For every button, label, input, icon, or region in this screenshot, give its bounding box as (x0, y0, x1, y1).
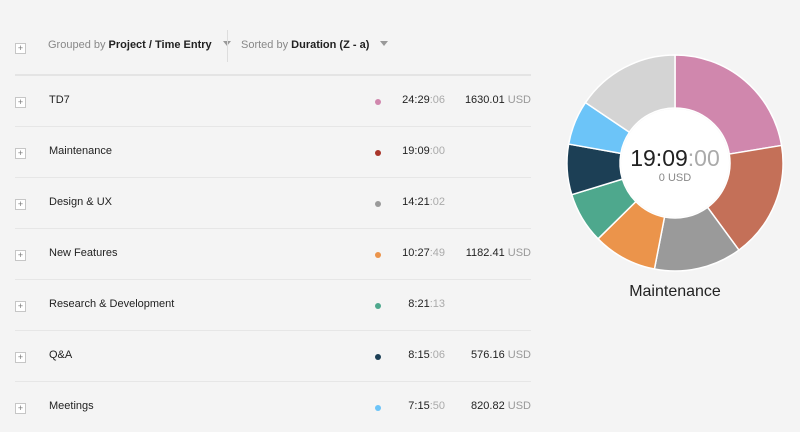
expand-row-button[interactable]: + (15, 148, 26, 159)
project-duration-main: 10:27 (402, 247, 430, 259)
chart-center-amount: 0 USD (658, 172, 692, 184)
project-duration-main: 8:21 (408, 298, 430, 310)
expand-row-button[interactable]: + (15, 250, 26, 261)
project-row[interactable]: + Q&A 8:15:06 576.16 USD (15, 331, 531, 382)
project-amount: 1182.41 USD (466, 247, 531, 259)
group-by-value: Project / Time Entry (108, 39, 212, 51)
report-toolbar: + Grouped by Project / Time Entry Sorted… (0, 0, 540, 76)
project-duration: 14:21:02 (402, 196, 445, 208)
project-duration-seconds: :50 (429, 400, 445, 412)
project-list: + TD7 24:29:06 1630.01 USD + Maintenance 19:09… (15, 76, 531, 432)
project-color-dot (375, 303, 381, 309)
expand-all-button[interactable]: + (15, 43, 26, 54)
project-amount-currency: USD (507, 400, 531, 412)
project-amount-currency: USD (507, 349, 531, 361)
expand-row-button[interactable]: + (15, 352, 26, 363)
chart-selected-project-label: Maintenance (629, 283, 721, 300)
project-duration-seconds: :49 (429, 247, 445, 259)
project-name: Maintenance (49, 145, 112, 157)
project-duration-seconds: :13 (429, 298, 445, 310)
chevron-down-icon (222, 41, 231, 46)
project-name: Meetings (49, 400, 94, 412)
project-color-dot (375, 252, 381, 258)
project-row[interactable]: + New Features 10:27:49 1182.41 USD (15, 229, 531, 280)
sort-by-prefix: Sorted by (241, 39, 289, 51)
project-amount: 1630.01 USD (465, 94, 531, 106)
project-amount-currency: USD (507, 94, 531, 106)
group-by-prefix: Grouped by (48, 39, 106, 51)
expand-row-button[interactable]: + (15, 301, 26, 312)
donut-segment[interactable] (674, 54, 783, 155)
chart-center-duration-main: 19:09 (630, 145, 688, 171)
toolbar-divider (227, 30, 228, 62)
project-duration-seconds: :02 (429, 196, 445, 208)
donut-chart: 19:09:00 0 USD (560, 48, 790, 278)
project-amount: 576.16 USD (471, 349, 531, 361)
project-row[interactable]: + Maintenance 19:09:00 (15, 127, 531, 178)
project-color-dot (375, 99, 381, 105)
project-duration-seconds: :06 (429, 349, 445, 361)
project-color-dot (375, 150, 381, 156)
project-name: TD7 (49, 94, 70, 106)
project-amount-value: 1182.41 (465, 247, 505, 259)
project-duration-main: 7:15 (408, 400, 430, 412)
project-amount-value: 820.82 (471, 400, 505, 412)
project-duration-main: 24:29 (402, 94, 430, 106)
project-name: Q&A (49, 349, 73, 361)
project-name: Research & Development (49, 298, 175, 310)
project-duration-seconds: :00 (429, 145, 445, 157)
project-row[interactable]: + Meetings 7:15:50 820.82 USD (15, 382, 531, 432)
project-duration: 8:21:13 (408, 298, 445, 310)
donut-hole (621, 109, 729, 217)
project-color-dot (375, 201, 381, 207)
project-duration: 10:27:49 (402, 247, 445, 259)
project-amount: 820.82 USD (471, 400, 531, 412)
project-duration: 24:29:06 (402, 94, 445, 106)
project-row[interactable]: + TD7 24:29:06 1630.01 USD (15, 76, 531, 127)
project-amount-value: 576.16 (471, 349, 505, 361)
project-duration: 7:15:50 (408, 400, 445, 412)
sort-by-dropdown[interactable]: Sorted by Duration (Z - a) (241, 39, 389, 51)
chart-center-duration-seconds: :00 (687, 145, 720, 171)
project-row[interactable]: + Research & Development 8:21:13 (15, 280, 531, 331)
chevron-down-icon (380, 41, 389, 46)
project-duration-seconds: :06 (429, 94, 445, 106)
project-duration-main: 19:09 (402, 145, 430, 157)
toolbar-border (15, 74, 531, 76)
project-row[interactable]: + Design & UX 14:21:02 (15, 178, 531, 229)
group-by-dropdown[interactable]: Grouped by Project / Time Entry (48, 39, 231, 51)
donut-chart-svg (566, 54, 784, 272)
sort-by-value: Duration (Z - a) (291, 39, 370, 51)
project-duration: 19:09:00 (402, 145, 445, 157)
project-color-dot (375, 354, 381, 360)
expand-row-button[interactable]: + (15, 199, 26, 210)
project-name: New Features (49, 247, 118, 259)
expand-row-button[interactable]: + (15, 403, 26, 414)
donut-segment[interactable] (584, 54, 676, 134)
chart-center-duration: 19:09:00 (560, 145, 790, 172)
project-color-dot (375, 405, 381, 411)
expand-row-button[interactable]: + (15, 97, 26, 108)
project-amount-value: 1630.01 (464, 94, 505, 106)
project-amount-currency: USD (507, 247, 531, 259)
project-name: Design & UX (49, 196, 112, 208)
project-duration-main: 8:15 (408, 349, 430, 361)
project-duration: 8:15:06 (408, 349, 445, 361)
project-duration-main: 14:21 (402, 196, 430, 208)
